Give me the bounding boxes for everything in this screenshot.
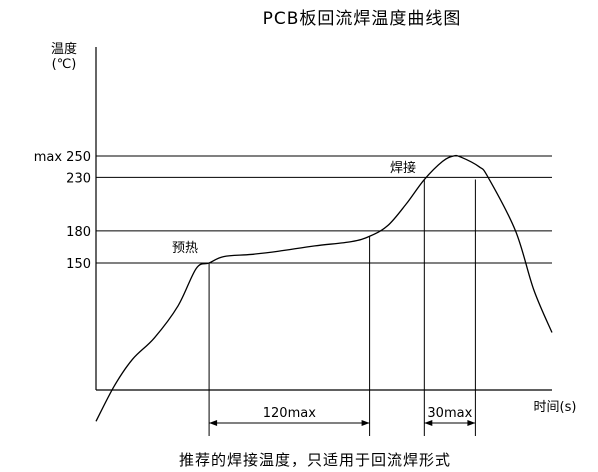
preheat-span-arrow-right — [361, 420, 370, 426]
y-tick-label-150: 150 — [66, 257, 91, 272]
preheat-label: 预热 — [172, 241, 198, 256]
soldering-span-arrow-right — [467, 420, 476, 426]
chart-title: PCB板回流焊温度曲线图 — [263, 9, 462, 29]
y-tick-label-250: max 250 — [34, 150, 91, 165]
chart-footer-note: 推荐的焊接温度，只适用于回流焊形式 — [179, 451, 451, 469]
y-axis-label: 温度 — [51, 41, 77, 57]
temperature-curve — [95, 154, 553, 422]
x-axis-label: 时间(s) — [534, 400, 577, 415]
y-tick-label-230: 230 — [66, 171, 91, 186]
soldering-label: 焊接 — [390, 160, 416, 176]
preheat-span-arrow-left — [209, 420, 218, 426]
soldering-span-arrow-left — [424, 420, 433, 426]
chart-marks: max 250 230 180 150 120max 30max 预热 焊接 — [34, 47, 553, 436]
y-axis-unit: (℃) — [52, 57, 77, 72]
preheat-span-label: 120max — [263, 406, 316, 421]
y-tick-label-180: 180 — [66, 225, 91, 240]
soldering-span-label: 30max — [427, 406, 472, 421]
